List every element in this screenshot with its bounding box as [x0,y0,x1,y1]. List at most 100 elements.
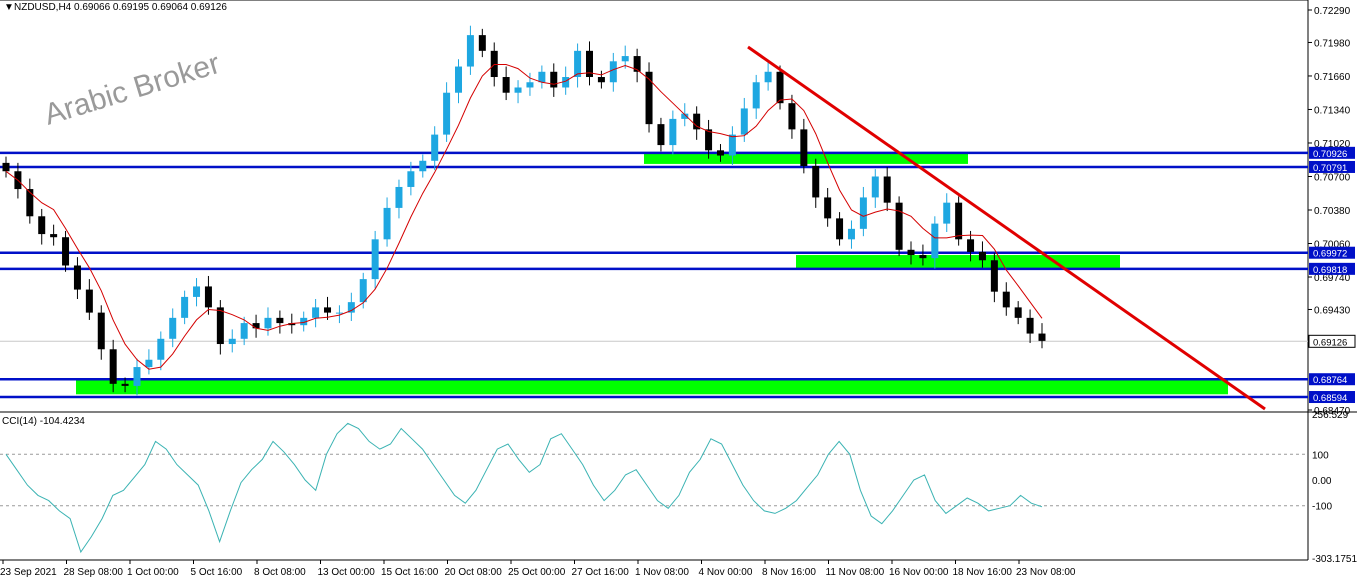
cci-tick-label-2: 0.00 [1312,476,1332,487]
candle-body-40 [478,35,486,51]
candle-body-8 [97,312,105,350]
candle-body-77 [919,255,927,259]
candle-body-51 [609,61,617,83]
candle-body-70 [836,218,844,240]
candle-body-7 [85,289,93,313]
y-tick-label-5: 0.70700 [1314,172,1351,183]
x-tick-label-4: 8 Oct 08:00 [254,567,306,578]
candle-body-61 [728,134,736,156]
level-tag-bg-5 [1309,373,1355,386]
cci-header: CCI(14) -104.4234 [2,416,85,427]
candle-body-25 [300,317,308,326]
candle-body-69 [824,197,832,219]
ma-line [5,64,1043,370]
candle-body-36 [431,134,439,161]
x-tick-label-1: 28 Sep 08:00 [64,567,124,578]
candle-body-48 [574,50,582,78]
cci-tick-label-1: 100 [1312,450,1329,461]
x-tick-label-12: 8 Nov 16:00 [762,567,816,578]
candle-body-23 [276,317,284,324]
candle-body-20 [240,323,248,339]
current-price-tag-bg [1308,334,1356,348]
candle-body-80 [955,202,963,240]
candle-body-26 [312,307,320,318]
candle-body-15 [181,296,189,318]
candle-body-63 [752,82,760,109]
candle-body-83 [990,260,998,292]
level-tag-3: 0.69972 [1313,249,1347,260]
x-tick-label-9: 27 Oct 16:00 [572,567,630,578]
candle-body-87 [1038,333,1046,341]
current-price-tag: 0.69126 [1313,337,1347,348]
candle-body-52 [621,56,629,62]
y-tick-label-3: 0.71340 [1314,105,1351,116]
candle-body-9 [109,349,117,384]
cci-tick-label-4: -303.1751 [1312,554,1357,565]
candle-body-82 [978,251,986,261]
candle-body-32 [383,207,391,240]
x-tick-label-5: 13 Oct 00:00 [318,567,376,578]
candle-body-18 [216,307,224,345]
candle-body-45 [538,71,546,83]
y-tick-label-9: 0.69430 [1314,305,1351,316]
candle-body-65 [776,71,784,104]
x-tick-label-7: 20 Oct 08:00 [445,567,503,578]
candle-body-66 [788,103,796,130]
candle-body-50 [597,77,605,83]
cci-series [0,422,1308,554]
y-tick-label-2: 0.71660 [1314,72,1351,83]
trendline[interactable] [747,45,1266,411]
candle-body-6 [73,265,81,290]
candle-body-30 [359,279,367,303]
candle-body-75 [895,202,903,250]
candle-body-17 [204,286,212,308]
candle-body-57 [681,113,689,119]
candle-body-85 [1014,307,1022,318]
candlestick-series [2,25,1046,396]
candle-body-38 [455,66,463,93]
level-tag-1: 0.70926 [1313,149,1347,160]
candle-body-11 [133,367,141,386]
price-axis-ticks: 0.72290 0.71980 0.71660 0.71340 0.71020 0.707… [1308,6,1357,565]
chart-header: NZDUSD,H4 0.69066 0.69195 0.69064 0.6912… [14,2,227,13]
candle-body-64 [764,71,772,83]
candle-body-62 [740,108,748,135]
trendline-segment[interactable] [747,45,1266,411]
candle-body-46 [550,71,558,88]
price-tags: 0.70926 0.70791 0.69972 0.69818 0.68764 0.685… [1308,146,1356,404]
moving-average-series [5,64,1043,370]
candle-body-84 [1002,291,1010,308]
candle-body-67 [800,129,808,167]
x-tick-label-3: 5 Oct 16:00 [191,567,243,578]
zone-2 [796,255,1120,269]
candle-body-55 [657,124,665,146]
candle-body-34 [407,171,415,187]
y-tick-label-10: 0.68470 [1314,406,1351,417]
candle-body-71 [847,228,855,240]
level-tag-bg-1 [1309,146,1355,159]
x-tick-label-11: 4 Nov 00:00 [699,567,753,578]
cci-line [5,422,1043,554]
y-tick-label-0: 0.72290 [1314,6,1351,17]
time-axis-ticks: 23 Sep 2021 28 Sep 08:00 1 Oct 00:00 5 Oct … [0,560,1076,578]
candle-body-76 [907,249,915,256]
candle-body-43 [514,87,522,93]
cci-tick-label-0: 256.529 [1312,410,1349,421]
candle-body-78 [931,223,939,259]
x-tick-label-13: 11 Nov 08:00 [826,567,885,578]
candle-body-33 [395,186,403,208]
level-tag-6: 0.68594 [1313,393,1347,404]
level-tag-bg-2 [1309,160,1355,173]
candle-body-29 [347,302,355,313]
candle-body-81 [967,239,975,252]
candle-body-31 [371,239,379,280]
candle-body-47 [562,77,570,88]
candle-body-54 [645,71,653,125]
cci-tick-label-3: -100 [1312,502,1332,513]
level-tag-bg-3 [1309,246,1355,259]
y-tick-label-7: 0.70060 [1314,240,1351,251]
candle-body-79 [943,202,951,224]
chart-header-icon[interactable]: ▼ [4,2,14,13]
